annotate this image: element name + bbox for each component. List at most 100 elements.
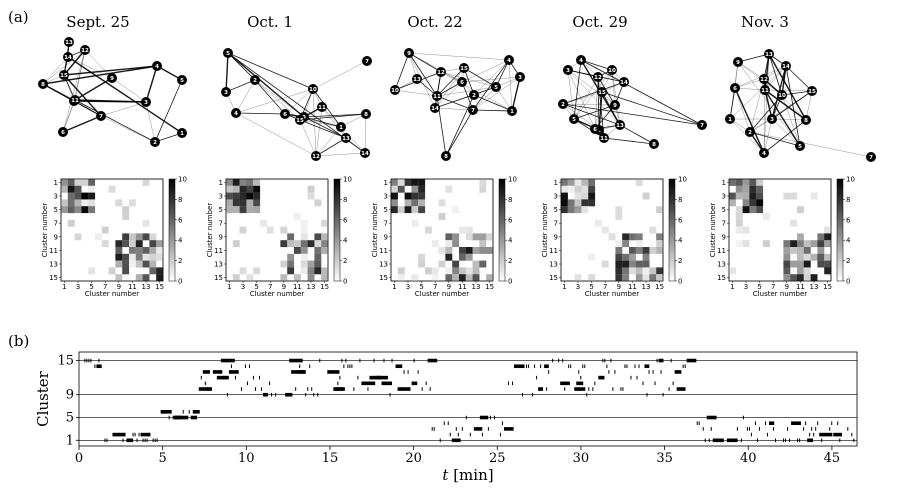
network-node [781, 61, 791, 71]
timeline-event [534, 364, 536, 369]
network-edge [619, 124, 655, 145]
heatmap-cell [783, 260, 791, 268]
network-node [593, 72, 603, 82]
timeline-event [299, 364, 301, 369]
timeline-xlabel: t [min] [442, 466, 493, 484]
network-node-label: 14 [361, 151, 369, 157]
timeline-event [168, 415, 170, 420]
heatmap-cell [300, 219, 308, 227]
heatmap-xtick-label: 11 [293, 283, 302, 291]
heatmap-cell [142, 179, 150, 186]
network-edge [764, 89, 801, 147]
heatmap-cell [129, 233, 136, 241]
timeline-event [297, 370, 306, 374]
heatmap-ytick-label: 9 [219, 233, 223, 241]
heatmap-cell [404, 192, 412, 200]
heatmap-cell [567, 199, 575, 207]
heatmap-ytick-label: 5 [219, 206, 223, 214]
timeline-event [421, 387, 423, 391]
network-node-label: 1 [180, 131, 184, 137]
network-node [107, 73, 117, 83]
timeline-event [670, 358, 672, 363]
heatmap-cell [280, 274, 288, 282]
heatmap-cell [300, 267, 308, 275]
heatmap-cell [756, 206, 764, 214]
colorbar [836, 178, 844, 282]
heatmap-cell [581, 179, 589, 186]
heatmap-cell [253, 199, 261, 207]
heatmap-cell [803, 267, 811, 275]
heatmap-cell [129, 253, 136, 261]
heatmap-cell [67, 192, 75, 200]
timeline-event [742, 415, 744, 420]
colorbar-tick-label: 8 [508, 196, 512, 204]
heatmap-xtick-label: 5 [254, 283, 258, 291]
timeline-event [269, 381, 271, 386]
colorbar-tick-label: 10 [508, 176, 517, 184]
timeline-event [787, 427, 789, 431]
network-edge [434, 67, 465, 109]
heatmap-cell [149, 240, 157, 248]
timeline-event [473, 427, 483, 431]
timeline-event [208, 387, 210, 391]
colorbar-tick-label: 8 [178, 196, 182, 204]
colorbar [498, 178, 506, 282]
network-edge [768, 53, 783, 96]
heatmap-cell [601, 226, 609, 234]
heatmap-cell [232, 179, 240, 186]
timeline-frame [78, 351, 858, 447]
network-node [63, 52, 73, 62]
network-edge [785, 65, 801, 147]
heatmap-cell [418, 199, 426, 207]
heatmap-cell [459, 253, 466, 261]
colorbar-tick-label: 10 [343, 176, 352, 184]
heatmap-ytick-label: 13 [379, 261, 388, 269]
network-edge [434, 71, 442, 109]
timeline-event [501, 421, 503, 426]
heatmap-ytick-label: 11 [549, 247, 558, 255]
heatmap-cell [452, 274, 460, 282]
heatmap-cell [232, 206, 240, 214]
timeline-event [654, 381, 656, 386]
heatmap-xtick-label: 1 [227, 283, 231, 291]
timeline-event [702, 427, 704, 431]
network-node-label: 4 [155, 64, 159, 70]
timeline-event [285, 392, 293, 397]
heatmap-cell [656, 240, 664, 248]
heatmap-cell [561, 179, 568, 186]
timeline-event [658, 358, 664, 363]
timeline-event [716, 438, 718, 443]
heatmap-cell [452, 206, 460, 214]
timeline-event [156, 438, 158, 443]
heatmap-cell [149, 267, 157, 275]
network-edge [235, 79, 256, 114]
timeline-event [202, 370, 210, 374]
timeline-event [138, 432, 140, 437]
heatmap-cell [438, 213, 446, 220]
heatmap-cell [635, 240, 643, 248]
heatmap-cell [239, 192, 247, 200]
network-edge [771, 118, 801, 147]
heatmap-ytick-label: 15 [549, 274, 558, 282]
heatmap-cell [452, 233, 460, 241]
colorbar-tick-label: 4 [846, 237, 851, 245]
heatmap-cell [74, 199, 82, 207]
heatmap-cell [300, 253, 308, 261]
network-node [563, 65, 573, 75]
network-edge [254, 79, 286, 115]
network-node-label: 5 [180, 78, 184, 84]
heatmap-cell [149, 253, 157, 261]
timeline-event [682, 364, 684, 369]
heatmap-ylabel: Cluster number [709, 203, 717, 258]
heatmap-cell [253, 267, 261, 275]
timeline-event [799, 438, 801, 443]
heatmap-xtick-label: 9 [447, 283, 451, 291]
timeline-event [391, 358, 393, 363]
heatmap-xtick-label: 7 [268, 283, 272, 291]
heatmap-cell [742, 185, 750, 193]
heatmap-cell [486, 274, 494, 282]
heatmap-cell [397, 179, 405, 186]
network-edge [408, 52, 438, 97]
network-edge [315, 152, 366, 157]
heatmap-cell [239, 206, 247, 214]
